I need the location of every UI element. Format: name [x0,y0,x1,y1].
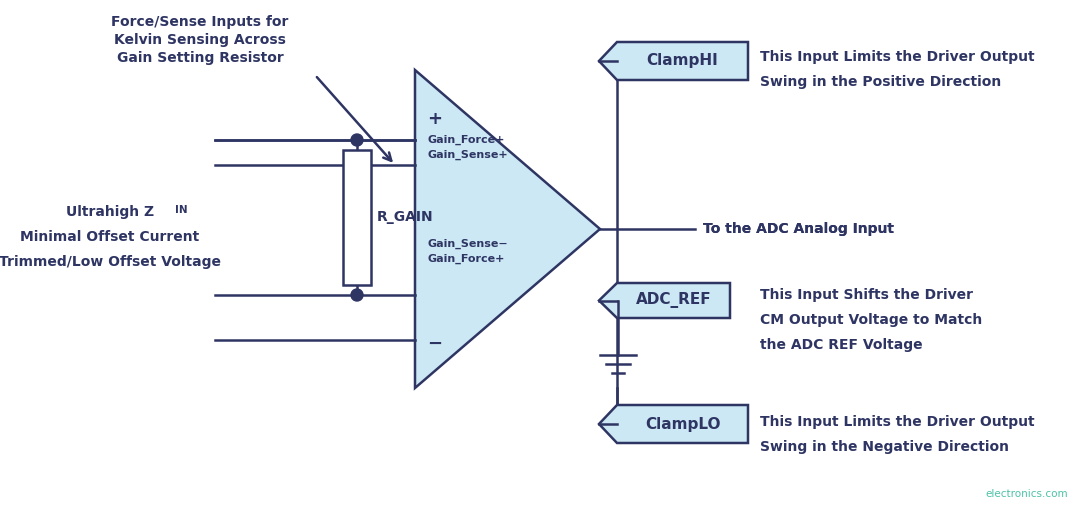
Text: To the ADC Analog Input: To the ADC Analog Input [703,222,894,236]
Text: This Input Shifts the Driver: This Input Shifts the Driver [760,288,973,302]
Polygon shape [599,405,748,443]
Circle shape [351,134,363,146]
Text: Gain Setting Resistor: Gain Setting Resistor [117,51,283,65]
Text: IN: IN [175,205,188,215]
Text: −: − [427,335,442,353]
Text: ADC_REF: ADC_REF [635,293,711,308]
Text: electronics.com: electronics.com [985,489,1068,499]
Text: Ultrahigh Z: Ultrahigh Z [65,205,155,219]
Polygon shape [599,283,730,318]
Text: Force/Sense Inputs for: Force/Sense Inputs for [112,15,289,29]
Text: Kelvin Sensing Across: Kelvin Sensing Across [114,33,285,47]
Text: Swing in the Positive Direction: Swing in the Positive Direction [760,75,1001,89]
Text: the ADC REF Voltage: the ADC REF Voltage [760,338,923,352]
Text: R_GAIN: R_GAIN [377,210,433,225]
Text: ClampLO: ClampLO [645,416,720,431]
Circle shape [351,289,363,301]
Text: To the ADC Analog Input: To the ADC Analog Input [703,222,894,236]
Text: ClampHI: ClampHI [647,54,719,68]
Text: This Input Limits the Driver Output: This Input Limits the Driver Output [760,50,1034,64]
Text: CM Output Voltage to Match: CM Output Voltage to Match [760,313,982,327]
Text: Minimal Offset Current: Minimal Offset Current [20,230,200,244]
Text: This Input Limits the Driver Output: This Input Limits the Driver Output [760,415,1034,429]
Text: Trimmed/Low Offset Voltage: Trimmed/Low Offset Voltage [0,255,221,269]
Text: Gain_Force+
Gain_Sense+: Gain_Force+ Gain_Sense+ [427,135,508,160]
Polygon shape [415,70,600,388]
Polygon shape [599,42,748,80]
Text: Gain_Sense−
Gain_Force+: Gain_Sense− Gain_Force+ [427,239,508,264]
FancyBboxPatch shape [343,150,371,285]
Text: Swing in the Negative Direction: Swing in the Negative Direction [760,440,1009,454]
Text: +: + [427,110,442,128]
